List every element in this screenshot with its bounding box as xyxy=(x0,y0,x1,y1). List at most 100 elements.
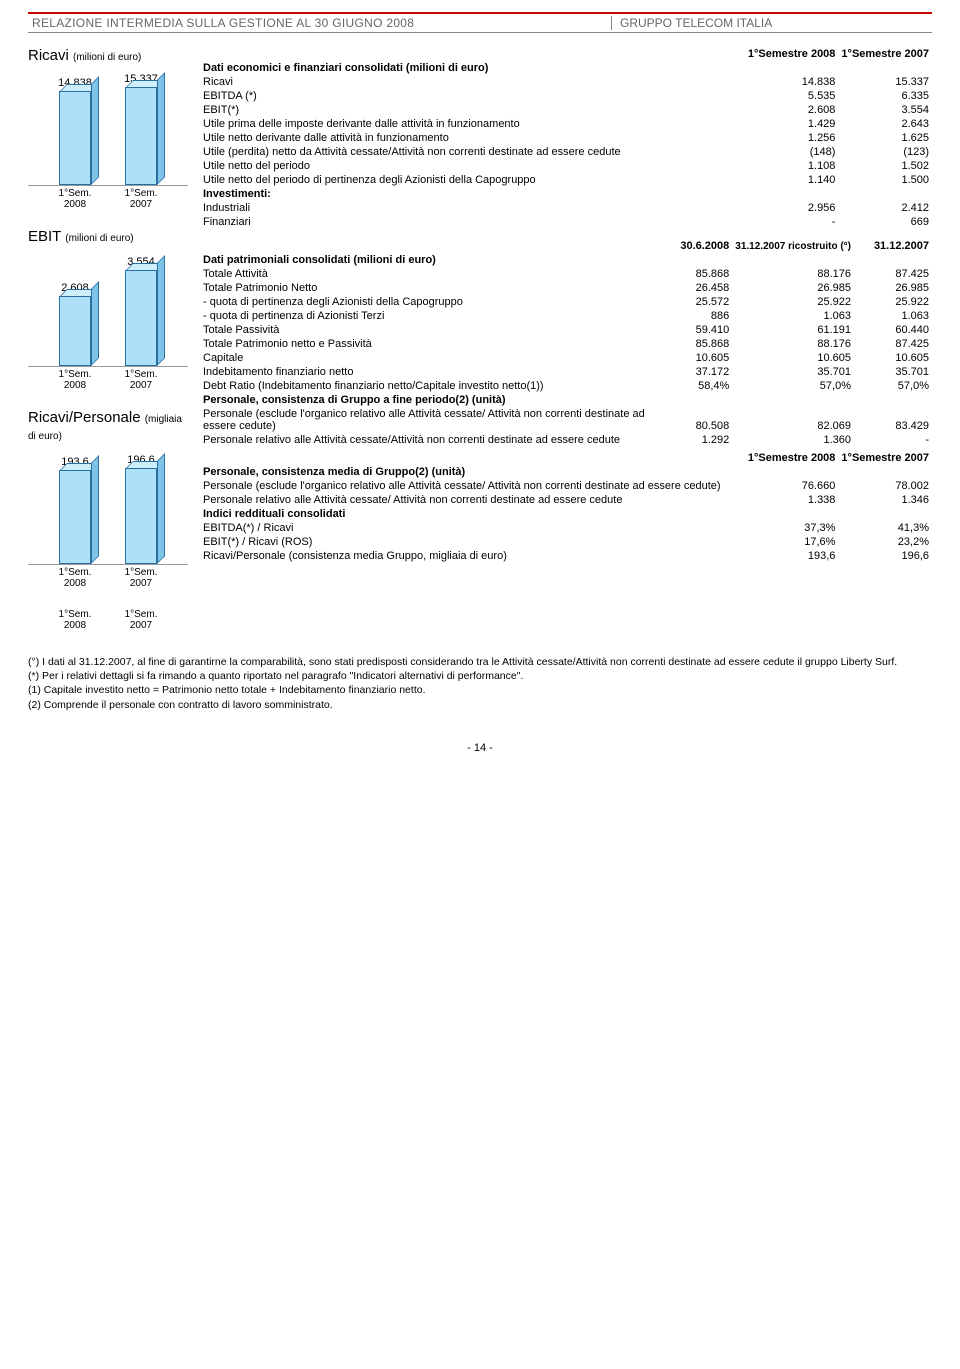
cell-value: 61.191 xyxy=(732,323,854,337)
cell-value: (123) xyxy=(838,145,932,159)
cell-value: 26.985 xyxy=(732,281,854,295)
cell-value: 10.605 xyxy=(732,351,854,365)
axis-label: 1°Sem.2008 xyxy=(42,609,108,631)
cell-value xyxy=(745,187,839,201)
footnote-line: (*) Per i relativi dettagli si fa rimand… xyxy=(28,669,932,683)
cell-value: - xyxy=(854,433,932,447)
row-label: Utile prima delle imposte derivante dall… xyxy=(200,117,745,131)
table-row: Investimenti: xyxy=(200,187,932,201)
cell-value: 5.535 xyxy=(745,89,839,103)
chart-canvas: 14.838 15.337 xyxy=(28,66,188,186)
section-title: Dati patrimoniali consolidati (milioni d… xyxy=(200,253,932,267)
cell-value: 2.412 xyxy=(838,201,932,215)
table-row: Dati economici e finanziari consolidati … xyxy=(200,61,932,75)
table-balance: 30.6.2008 31.12.2007 ricostruito (°) 31.… xyxy=(200,239,932,447)
page: RELAZIONE INTERMEDIA SULLA GESTIONE AL 3… xyxy=(0,0,960,774)
chart-bar: 15.337 xyxy=(121,73,161,185)
main-layout: Ricavi (milioni di euro)14.83815.3371°Se… xyxy=(28,47,932,607)
cell-value: 80.508 xyxy=(654,407,732,433)
table-row: Debt Ratio (Indebitamento finanziario ne… xyxy=(200,379,932,393)
cell-value: 2.643 xyxy=(838,117,932,131)
table-row: 1°Semestre 2008 1°Semestre 2007 xyxy=(200,47,932,61)
axis-labels: 1°Sem.20081°Sem.2007 xyxy=(28,565,188,589)
table-row: Capitale10.60510.60510.605 xyxy=(200,351,932,365)
header-bar: RELAZIONE INTERMEDIA SULLA GESTIONE AL 3… xyxy=(28,12,932,33)
footnotes: (°) I dati al 31.12.2007, al fine di gar… xyxy=(28,655,932,712)
cell-value: 1.292 xyxy=(654,433,732,447)
footnote-line: (2) Comprende il personale con contratto… xyxy=(28,698,932,712)
table-row: EBIT(*) / Ricavi (ROS)17,6%23,2% xyxy=(200,535,932,549)
bar-chart: Ricavi (milioni di euro)14.83815.3371°Se… xyxy=(28,47,188,210)
table-row: Utile netto derivante dalle attività in … xyxy=(200,131,932,145)
axis-label: 1°Sem.2007 xyxy=(108,369,174,391)
cell-value xyxy=(838,187,932,201)
row-label: Personale (esclude l'organico relativo a… xyxy=(200,479,745,493)
table-row: Indici reddituali consolidati xyxy=(200,507,932,521)
table-row: Ricavi/Personale (consistenza media Grup… xyxy=(200,549,932,563)
col-header: 1°Semestre 2007 xyxy=(838,47,932,61)
row-label: Personale (esclude l'organico relativo a… xyxy=(200,407,654,433)
chart-bar: 196,6 xyxy=(121,454,161,564)
row-label: - quota di pertinenza degli Azionisti de… xyxy=(200,295,654,309)
bottom-chart-labels: 1°Sem.2008 1°Sem.2007 xyxy=(28,607,932,631)
header-right: GRUPPO TELECOM ITALIA xyxy=(612,16,932,30)
cell-value: 193,6 xyxy=(745,549,839,563)
cell-value: 87.425 xyxy=(854,267,932,281)
footnote-line: (°) I dati al 31.12.2007, al fine di gar… xyxy=(28,655,932,669)
cell-value: 1.063 xyxy=(732,309,854,323)
chart-title: EBIT (milioni di euro) xyxy=(28,228,188,245)
cell-value: 14.838 xyxy=(745,75,839,89)
cell-value: 1.140 xyxy=(745,173,839,187)
table-row: - quota di pertinenza degli Azionisti de… xyxy=(200,295,932,309)
cell-value: 1.360 xyxy=(732,433,854,447)
row-label: EBIT(*) / Ricavi (ROS) xyxy=(200,535,745,549)
axis-labels: 1°Sem.2008 1°Sem.2007 xyxy=(28,607,188,631)
chart-bar: 2.608 xyxy=(55,282,95,366)
chart-title: Ricavi/Personale (migliaia di euro) xyxy=(28,409,188,443)
cell-value: 886 xyxy=(654,309,732,323)
cell-value: 196,6 xyxy=(838,549,932,563)
cell-value: 37,3% xyxy=(745,521,839,535)
page-number: - 14 - xyxy=(28,742,932,754)
axis-label: 1°Sem.2007 xyxy=(108,567,174,589)
table-row: Finanziari-669 xyxy=(200,215,932,229)
cell-value: 85.868 xyxy=(654,267,732,281)
cell-value: 60.440 xyxy=(854,323,932,337)
cell-value: 57,0% xyxy=(854,379,932,393)
cell-value: 1.256 xyxy=(745,131,839,145)
row-label: Ricavi/Personale (consistenza media Grup… xyxy=(200,549,745,563)
bar-chart: EBIT (milioni di euro) 2.6083.5541°Sem.20… xyxy=(28,228,188,391)
col-header: 31.12.2007 xyxy=(854,239,932,253)
cell-value: 41,3% xyxy=(838,521,932,535)
chart-canvas: 2.6083.554 xyxy=(28,247,188,367)
axis-labels: 1°Sem.20081°Sem.2007 xyxy=(28,186,188,210)
row-label: Utile netto del periodo xyxy=(200,159,745,173)
axis-label: 1°Sem.2008 xyxy=(42,188,108,210)
col-header: 30.6.2008 xyxy=(654,239,732,253)
row-label: Totale Passività xyxy=(200,323,654,337)
row-label: Personale relativo alle Attività cessate… xyxy=(200,433,654,447)
row-label: Industriali xyxy=(200,201,745,215)
cell-value: 82.069 xyxy=(732,407,854,433)
cell-value: 57,0% xyxy=(732,379,854,393)
cell-value: 669 xyxy=(838,215,932,229)
row-label: - quota di pertinenza di Azionisti Terzi xyxy=(200,309,654,323)
chart-bar: 14.838 xyxy=(55,77,95,185)
header-left: RELAZIONE INTERMEDIA SULLA GESTIONE AL 3… xyxy=(28,16,612,30)
table-row: Totale Passività59.41061.19160.440 xyxy=(200,323,932,337)
axis-labels: 1°Sem.20081°Sem.2007 xyxy=(28,367,188,391)
section-title: Indici reddituali consolidati xyxy=(200,507,932,521)
table-row: Personale relativo alle Attività cessate… xyxy=(200,493,932,507)
cell-value: 1.429 xyxy=(745,117,839,131)
cell-value: 10.605 xyxy=(854,351,932,365)
cell-value: 25.572 xyxy=(654,295,732,309)
row-label: Finanziari xyxy=(200,215,745,229)
row-label: Totale Patrimonio Netto xyxy=(200,281,654,295)
cell-value: 88.176 xyxy=(732,267,854,281)
cell-value: 88.176 xyxy=(732,337,854,351)
table-row: Personale relativo alle Attività cessate… xyxy=(200,433,932,447)
cell-value: 2.956 xyxy=(745,201,839,215)
cell-value: 25.922 xyxy=(732,295,854,309)
cell-value: 1.063 xyxy=(854,309,932,323)
table-row: 1°Semestre 2008 1°Semestre 2007 xyxy=(200,451,932,465)
